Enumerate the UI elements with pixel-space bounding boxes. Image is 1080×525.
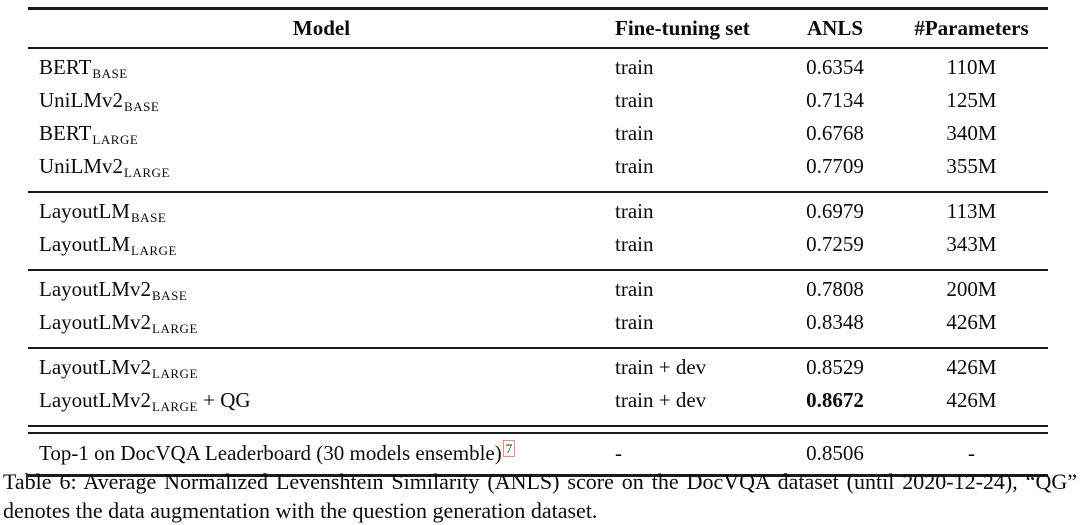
params-cell: 340M: [946, 121, 997, 145]
model-cell: UniLMv2BASE: [28, 87, 615, 120]
table-header-row: Model Fine-tuning set ANLS #Parameters: [28, 10, 1048, 49]
finetune-cell: train: [615, 232, 654, 256]
params-cell: -: [968, 441, 975, 465]
model-name: LayoutLMv2: [39, 388, 151, 412]
params-cell: 426M: [946, 355, 997, 379]
finetune-cell: train + dev: [615, 355, 707, 379]
params-cell: 426M: [946, 388, 997, 412]
table-row: UniLMv2LARGE train 0.7709 355M: [28, 153, 1048, 186]
anls-cell: 0.6979: [806, 199, 864, 223]
params-cell: 125M: [946, 88, 997, 112]
table-row: Top-1 on DocVQA Leaderboard (30 models e…: [28, 440, 1048, 467]
anls-cell: 0.6768: [806, 121, 864, 145]
model-suffix: + QG: [197, 388, 251, 412]
finetune-cell: train: [615, 310, 654, 334]
anls-cell: 0.8672: [806, 388, 864, 412]
table-row: LayoutLMLARGE train 0.7259 343M: [28, 231, 1048, 264]
table-row: LayoutLMv2LARGE train 0.8348 426M: [28, 309, 1048, 342]
model-cell: UniLMv2LARGE: [28, 153, 615, 186]
table-group-layoutlm: LayoutLMBASE train 0.6979 113M LayoutLML…: [28, 193, 1048, 271]
table-group-layoutlmv2: LayoutLMv2BASE train 0.7808 200M LayoutL…: [28, 271, 1048, 349]
model-subscript: BASE: [130, 210, 167, 225]
model-cell: LayoutLMv2BASE: [28, 276, 615, 309]
finetune-cell: train: [615, 55, 654, 79]
footnote-link[interactable]: 7: [502, 440, 516, 457]
table-row: LayoutLMBASE train 0.6979 113M: [28, 198, 1048, 231]
table-row: UniLMv2BASE train 0.7134 125M: [28, 87, 1048, 120]
table-row: LayoutLMv2LARGE train + dev 0.8529 426M: [28, 354, 1048, 387]
anls-cell: 0.8529: [806, 355, 864, 379]
anls-cell: 0.7259: [806, 232, 864, 256]
model-cell: LayoutLMv2LARGE: [28, 354, 615, 387]
model-subscript: LARGE: [92, 132, 139, 147]
anls-cell: 0.8348: [806, 310, 864, 334]
params-cell: 426M: [946, 310, 997, 334]
model-name: BERT: [39, 121, 92, 145]
column-header-anls: ANLS: [806, 16, 864, 40]
table-caption: Table 6: Average Normalized Levenshtein …: [3, 469, 1077, 523]
anls-cell: 0.7709: [806, 154, 864, 178]
model-cell: BERTLARGE: [28, 120, 615, 153]
model-subscript: LARGE: [130, 243, 177, 258]
results-table: Model Fine-tuning set ANLS #Parameters B…: [28, 7, 1048, 477]
table-group-baselines: BERTBASE train 0.6354 110M UniLMv2BASE t…: [28, 49, 1048, 193]
model-subscript: LARGE: [124, 165, 170, 180]
params-cell: 200M: [946, 277, 997, 301]
column-header-model: Model: [292, 16, 351, 40]
model-subscript: BASE: [124, 99, 160, 114]
anls-cell: 0.8506: [806, 441, 864, 465]
model-cell: LayoutLMLARGE: [28, 231, 615, 264]
model-subscript: BASE: [92, 66, 128, 81]
finetune-cell: train: [615, 88, 654, 112]
params-cell: 343M: [946, 232, 997, 256]
model-cell: LayoutLMv2LARGE: [28, 309, 615, 342]
model-name: LayoutLM: [39, 199, 130, 223]
table-group-traindev: LayoutLMv2LARGE train + dev 0.8529 426M …: [28, 349, 1048, 427]
model-name: Top-1 on DocVQA Leaderboard (30 models e…: [39, 441, 502, 465]
model-name: BERT: [39, 55, 92, 79]
model-name: UniLMv2: [39, 88, 123, 112]
model-cell: LayoutLMv2LARGE + QG: [28, 387, 615, 420]
model-name: LayoutLM: [39, 232, 130, 256]
anls-cell: 0.7808: [806, 277, 864, 301]
model-name: LayoutLMv2: [39, 310, 151, 334]
anls-cell: 0.6354: [806, 55, 864, 79]
finetune-cell: -: [615, 441, 622, 465]
column-header-params: #Parameters: [914, 16, 1029, 40]
table-group-leaderboard: Top-1 on DocVQA Leaderboard (30 models e…: [28, 432, 1048, 474]
table-row: BERTLARGE train 0.6768 340M: [28, 120, 1048, 153]
column-header-finetune: Fine-tuning set: [615, 16, 750, 40]
model-cell: Top-1 on DocVQA Leaderboard (30 models e…: [28, 440, 615, 467]
model-subscript: LARGE: [151, 399, 198, 414]
table-row: LayoutLMv2BASE train 0.7808 200M: [28, 276, 1048, 309]
model-subscript: LARGE: [151, 321, 198, 336]
model-name: LayoutLMv2: [39, 355, 151, 379]
anls-cell: 0.7134: [806, 88, 864, 112]
finetune-cell: train: [615, 121, 654, 145]
finetune-cell: train: [615, 154, 654, 178]
model-subscript: BASE: [151, 288, 188, 303]
model-subscript: LARGE: [151, 366, 198, 381]
model-cell: BERTBASE: [28, 54, 615, 87]
model-cell: LayoutLMBASE: [28, 198, 615, 231]
table-row: LayoutLMv2LARGE + QG train + dev 0.8672 …: [28, 387, 1048, 420]
params-cell: 113M: [946, 199, 997, 223]
params-cell: 355M: [946, 154, 997, 178]
finetune-cell: train: [615, 277, 654, 301]
model-name: LayoutLMv2: [39, 277, 151, 301]
params-cell: 110M: [946, 55, 997, 79]
model-name: UniLMv2: [39, 154, 123, 178]
table-row: BERTBASE train 0.6354 110M: [28, 54, 1048, 87]
finetune-cell: train: [615, 199, 654, 223]
finetune-cell: train + dev: [615, 388, 707, 412]
